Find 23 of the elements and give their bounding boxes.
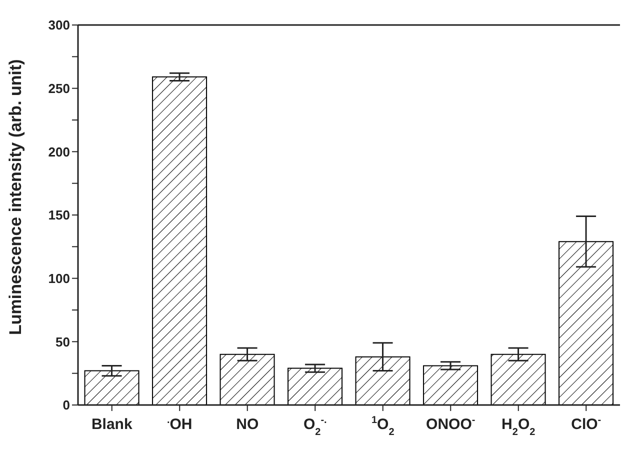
y-tick-label: 250 [48,80,70,96]
x-tick-label: ONOO$^{-}$ [426,415,476,433]
y-tick-label: 150 [48,208,70,223]
y-tick-label: 50 [56,334,70,350]
x-tick-label: NO [236,416,259,433]
x-tick-label: ClO$^{-}$ [571,415,602,433]
bar [84,370,140,405]
bar [423,365,478,405]
y-axis-title: Luminescence intensity (arb. unit) [6,59,26,335]
y-tick-label: 100 [48,270,70,286]
bar [220,354,275,405]
bar [288,368,343,405]
bar [355,356,410,405]
x-tick-label: $^{.}$OH [166,415,192,433]
x-tick-label: $^{1}$O$_{2}$ [371,415,395,438]
bar [558,241,614,405]
y-tick-label: 300 [48,18,70,33]
bar [152,76,208,405]
y-tick-label: 0 [62,398,70,413]
x-tick-label: H$_{2}$O$_{2}$ [502,416,536,438]
bar [490,354,546,405]
y-tick-label: 200 [48,144,70,160]
x-tick-label: Blank [91,416,133,433]
